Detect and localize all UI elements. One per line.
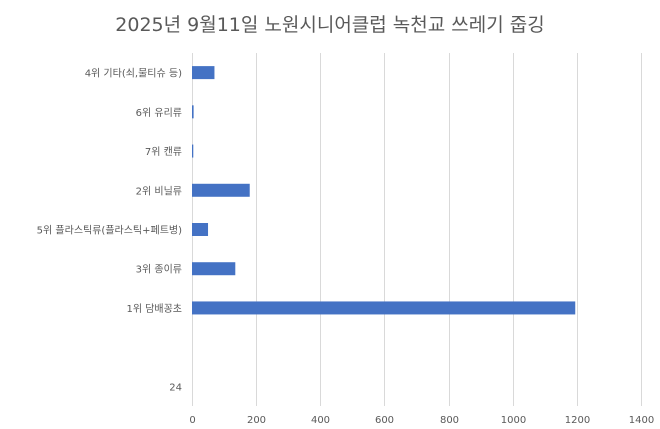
bar xyxy=(192,301,576,315)
category-label: 7위 캔류 xyxy=(145,145,182,158)
bar xyxy=(192,262,236,276)
chart-title: 2025년 9월11일 노원시니어클럽 녹천교 쓰레기 줍깅 xyxy=(115,14,545,36)
x-tick-label: 1000 xyxy=(501,415,526,426)
category-label: 1위 담배꽁초 xyxy=(126,302,182,315)
x-tick-label: 200 xyxy=(247,415,266,426)
x-tick-label: 400 xyxy=(311,415,330,426)
bar xyxy=(192,223,209,236)
bar xyxy=(192,66,215,80)
category-label: 3위 종이류 xyxy=(136,263,182,276)
bar xyxy=(192,144,194,158)
category-label: 5위 플라스틱류(플라스틱+페트병) xyxy=(37,224,182,237)
x-tick-label: 600 xyxy=(375,415,394,426)
bar xyxy=(192,105,194,119)
x-tick-label: 1200 xyxy=(565,415,590,426)
x-tick-label: 1400 xyxy=(629,415,654,426)
category-label: 2위 비닐류 xyxy=(136,184,182,197)
category-label: 24 xyxy=(169,382,182,393)
x-tick-label: 800 xyxy=(440,415,459,426)
category-label: 4위 기타(쇠,물티슈 등) xyxy=(85,67,182,80)
category-label: 6위 유리류 xyxy=(136,106,182,119)
bar xyxy=(192,183,250,197)
x-tick-label: 0 xyxy=(189,415,195,426)
